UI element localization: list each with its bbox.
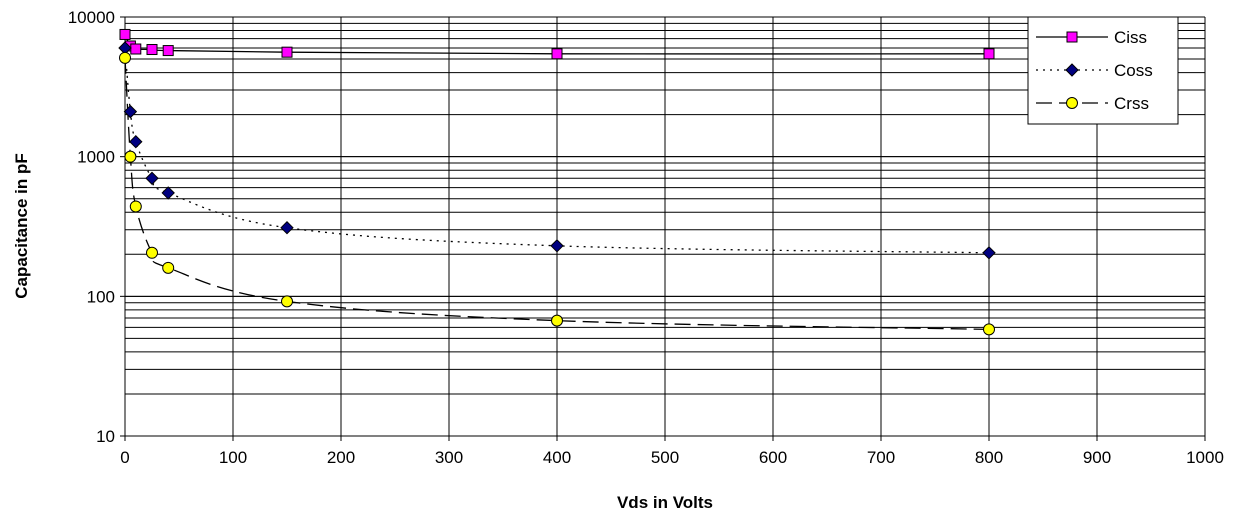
grid-lines (124, 16, 1206, 437)
y-tick-labels: 10 100 1000 10000 (68, 8, 125, 446)
x-tick-label: 1000 (1186, 448, 1224, 467)
x-tick-label: 0 (120, 448, 129, 467)
y-tick-label: 10 (96, 427, 115, 446)
y-tick-label: 100 (87, 287, 115, 306)
coss-point (982, 246, 996, 260)
ciss-point (162, 45, 174, 57)
x-tick-label: 900 (1083, 448, 1111, 467)
legend-ciss-label: Ciss (1114, 28, 1147, 47)
legend-ciss-marker (1066, 31, 1078, 43)
x-tick-label: 800 (975, 448, 1003, 467)
crss-point (281, 295, 293, 308)
y-tick-label: 1000 (77, 148, 115, 167)
crss-point (119, 51, 131, 64)
series-markers (118, 28, 996, 336)
coss-point (145, 171, 159, 186)
x-axis-title: Vds in Volts (617, 493, 713, 512)
legend-crss-marker (1066, 97, 1078, 109)
x-tick-label: 500 (651, 448, 679, 467)
y-axis-title: Capacitance in pF (12, 153, 31, 298)
legend-box (1027, 16, 1179, 125)
coss-point (123, 104, 138, 119)
legend-coss-label: Coss (1114, 61, 1153, 80)
x-tick-label: 100 (219, 448, 247, 467)
y-tick-label: 10000 (68, 8, 115, 27)
ciss-point (130, 43, 142, 55)
coss-point (129, 134, 143, 149)
legend-coss-marker (1065, 63, 1079, 77)
coss-point (280, 220, 294, 235)
x-tick-labels: 0 100 200 300 400 500 600 700 800 900 1000 (120, 436, 1224, 467)
coss-point (161, 186, 175, 200)
crss-point (162, 261, 175, 274)
ciss-point (983, 48, 995, 60)
x-tick-label: 700 (867, 448, 895, 467)
ciss-point (146, 44, 158, 56)
legend-crss-label: Crss (1114, 94, 1149, 113)
crss-point (983, 323, 995, 336)
ciss-point (551, 48, 563, 60)
crss-point (146, 246, 158, 259)
legend: Ciss Coss Crss (1027, 16, 1179, 125)
crss-point (551, 314, 563, 327)
crss-point (129, 200, 142, 213)
x-tick-label: 400 (543, 448, 571, 467)
crss-line (124, 57, 990, 331)
x-tick-label: 200 (327, 448, 355, 467)
ciss-point (281, 46, 293, 58)
x-tick-label: 600 (759, 448, 787, 467)
ciss-point (119, 28, 131, 40)
crss-point (124, 150, 137, 163)
x-tick-label: 300 (435, 448, 463, 467)
coss-point (550, 239, 564, 253)
